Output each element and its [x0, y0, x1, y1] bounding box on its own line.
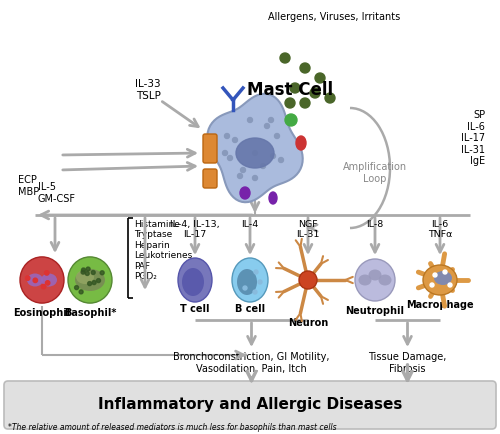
- Text: Bronchoconstriction, GI Motility,
Vasodilation, Pain, Itch: Bronchoconstriction, GI Motility, Vasodi…: [174, 352, 330, 374]
- Circle shape: [300, 63, 310, 73]
- Text: Allergens, Viruses, Irritants: Allergens, Viruses, Irritants: [268, 12, 400, 22]
- Text: Eosinophil: Eosinophil: [14, 308, 70, 318]
- Text: SP
IL-6
IL-17
IL-31
IgE: SP IL-6 IL-17 IL-31 IgE: [461, 110, 485, 166]
- Circle shape: [33, 278, 38, 283]
- Circle shape: [264, 124, 270, 128]
- Text: IL-6
TNFα: IL-6 TNFα: [428, 220, 452, 240]
- Circle shape: [433, 273, 437, 277]
- Circle shape: [300, 98, 310, 108]
- Circle shape: [81, 270, 85, 274]
- Circle shape: [100, 271, 104, 275]
- Circle shape: [252, 175, 258, 181]
- PathPatch shape: [208, 94, 302, 202]
- Circle shape: [258, 280, 262, 284]
- Ellipse shape: [434, 271, 452, 285]
- Text: ECP
MBP: ECP MBP: [18, 175, 39, 197]
- Text: B cell: B cell: [235, 304, 265, 314]
- Circle shape: [315, 73, 325, 83]
- FancyBboxPatch shape: [203, 169, 217, 188]
- Text: Neutrophil: Neutrophil: [346, 306, 405, 316]
- Circle shape: [260, 164, 266, 168]
- Circle shape: [285, 98, 295, 108]
- Circle shape: [310, 88, 320, 98]
- Ellipse shape: [368, 270, 382, 280]
- Circle shape: [270, 154, 276, 158]
- Circle shape: [46, 281, 50, 285]
- Ellipse shape: [358, 274, 372, 286]
- Circle shape: [86, 272, 89, 276]
- Text: IL-4, IL-13,
IL-17: IL-4, IL-13, IL-17: [170, 220, 220, 240]
- Ellipse shape: [232, 258, 268, 302]
- Circle shape: [228, 155, 232, 161]
- FancyBboxPatch shape: [4, 381, 496, 429]
- Circle shape: [232, 138, 237, 142]
- Circle shape: [268, 118, 274, 122]
- Text: IL-5
GM-CSF: IL-5 GM-CSF: [38, 182, 76, 204]
- Circle shape: [430, 283, 434, 287]
- Circle shape: [238, 174, 242, 178]
- Circle shape: [285, 114, 297, 126]
- Ellipse shape: [269, 192, 277, 204]
- Circle shape: [252, 151, 258, 155]
- Text: IL-33
TSLP: IL-33 TSLP: [135, 79, 161, 101]
- Text: Macrophage: Macrophage: [406, 300, 474, 310]
- Text: IL-4: IL-4: [242, 220, 258, 229]
- Ellipse shape: [378, 274, 392, 286]
- Circle shape: [299, 271, 317, 289]
- Text: T cell: T cell: [180, 304, 210, 314]
- Circle shape: [325, 93, 335, 103]
- Ellipse shape: [68, 257, 112, 303]
- Circle shape: [42, 284, 46, 289]
- Text: *The relative amount of released mediators is much less for basophils than mast : *The relative amount of released mediato…: [8, 423, 336, 432]
- Text: Mast Cell: Mast Cell: [247, 81, 333, 99]
- Circle shape: [82, 268, 86, 272]
- Ellipse shape: [423, 265, 457, 295]
- Ellipse shape: [41, 273, 57, 286]
- Circle shape: [290, 83, 300, 93]
- Text: Neuron: Neuron: [288, 318, 328, 328]
- Text: Basophil*: Basophil*: [64, 308, 116, 318]
- Ellipse shape: [240, 187, 250, 199]
- Circle shape: [44, 271, 49, 275]
- Circle shape: [280, 53, 290, 63]
- Circle shape: [88, 282, 92, 286]
- Text: Tissue Damage,
Fibrosis: Tissue Damage, Fibrosis: [368, 352, 446, 374]
- Circle shape: [243, 286, 247, 290]
- Ellipse shape: [75, 269, 105, 291]
- Ellipse shape: [355, 259, 395, 301]
- Circle shape: [248, 118, 252, 122]
- Circle shape: [92, 280, 96, 285]
- Text: Histamine
Tryptase
Heparin
Leukotrienes
PAF
PGD₂: Histamine Tryptase Heparin Leukotrienes …: [134, 220, 192, 281]
- Circle shape: [443, 270, 447, 274]
- Ellipse shape: [20, 257, 64, 303]
- Text: Inflammatory and Allergic Diseases: Inflammatory and Allergic Diseases: [98, 398, 402, 412]
- Ellipse shape: [236, 138, 274, 168]
- Circle shape: [448, 283, 452, 287]
- Ellipse shape: [237, 269, 257, 295]
- Text: IL-8: IL-8: [366, 220, 384, 229]
- Ellipse shape: [76, 270, 94, 284]
- Circle shape: [222, 151, 228, 155]
- Text: Amplification
Loop: Amplification Loop: [343, 162, 407, 184]
- Ellipse shape: [182, 268, 204, 296]
- Circle shape: [274, 134, 280, 138]
- Circle shape: [91, 270, 95, 275]
- Text: NGF
IL-31: NGF IL-31: [296, 220, 320, 240]
- Circle shape: [240, 168, 246, 172]
- Circle shape: [26, 276, 30, 280]
- Ellipse shape: [296, 136, 306, 150]
- FancyBboxPatch shape: [203, 134, 217, 163]
- Circle shape: [86, 267, 90, 271]
- Circle shape: [253, 290, 257, 294]
- Circle shape: [254, 270, 258, 274]
- Circle shape: [74, 286, 78, 289]
- Circle shape: [224, 134, 230, 138]
- Ellipse shape: [27, 273, 43, 286]
- Circle shape: [79, 290, 83, 294]
- Circle shape: [278, 158, 283, 162]
- Circle shape: [96, 279, 100, 283]
- Ellipse shape: [178, 258, 212, 302]
